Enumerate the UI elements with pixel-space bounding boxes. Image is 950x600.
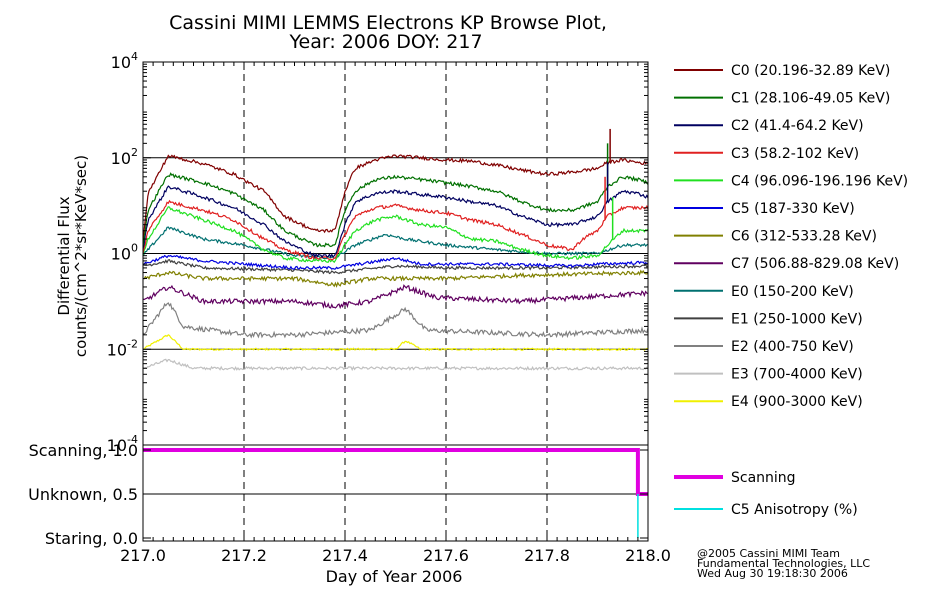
mode-plot-frame (142, 444, 649, 542)
series-line (143, 334, 648, 352)
legend-entry: C5 (187-330 KeV) (731, 201, 855, 217)
chart-title: Cassini MIMI LEMMS Electrons KP Browse P… (169, 12, 607, 34)
y-tick-label: Staring, 0.0 (45, 529, 138, 548)
credit-line-2: Fundamental Technologies, LLC (697, 557, 870, 570)
x-tick-label: 218.0 (625, 546, 671, 565)
series-line (143, 358, 648, 372)
chart-subtitle: Year: 2006 DOY: 217 (288, 31, 482, 53)
legend-entry: E1 (250-1000 KeV) (731, 311, 863, 327)
series-line (143, 269, 648, 288)
y-axis-label: Differential Flux (55, 196, 73, 315)
legend-entry: E4 (900-3000 KeV) (731, 394, 863, 410)
legend-entry: C3 (58.2-102 KeV) (731, 146, 859, 162)
series-line (143, 226, 648, 260)
series-line (143, 254, 648, 270)
y-tick-label: Unknown, 0.5 (28, 485, 138, 504)
x-tick-label: 217.0 (120, 546, 166, 565)
x-tick-label: 217.4 (322, 546, 368, 565)
credit-line-1: @2005 Cassini MIMI Team (697, 547, 840, 560)
flux-legend: C0 (20.196-32.89 KeV) C1 (28.106-49.05 Ke… (674, 63, 908, 410)
y-tick-label: 100 (111, 242, 138, 264)
legend-entry: C6 (312-533.28 KeV) (731, 229, 877, 245)
series-line (143, 185, 648, 259)
series-line (143, 448, 648, 496)
series-line (143, 172, 648, 248)
y-tick-label: 102 (111, 146, 138, 168)
x-tick-label: 217.2 (221, 546, 267, 565)
legend-entry: C7 (506.88-829.08 KeV) (731, 256, 899, 272)
legend-entry: Scanning (731, 470, 796, 486)
legend-entry: E0 (150-200 KeV) (731, 284, 854, 300)
legend-entry: C5 Anisotropy (%) (731, 502, 858, 518)
y-axis-units: counts/(cm^2*sr*KeV*sec) (72, 155, 90, 357)
legend-entry: E3 (700-4000 KeV) (731, 367, 863, 383)
y-tick-label: 10-4 (107, 433, 138, 455)
mode-legend: Scanning C5 Anisotropy (%) (674, 470, 858, 518)
series-line (143, 284, 648, 310)
flux-plot: 10-4 10-2 100 102 104 (107, 50, 649, 541)
series-line (143, 302, 648, 339)
series-line (143, 199, 648, 261)
series-line (143, 206, 648, 264)
series-line (143, 259, 648, 275)
legend-entry: C4 (96.096-196.196 KeV) (731, 173, 908, 189)
credit-line-3: Wed Aug 30 19:18:30 2006 (697, 567, 848, 580)
x-tick-label: 217.6 (423, 546, 469, 565)
legend-entry: C2 (41.4-64.2 KeV) (731, 118, 864, 134)
legend-entry: C1 (28.106-49.05 KeV) (731, 91, 890, 107)
x-axis-label: Day of Year 2006 (326, 567, 463, 586)
legend-entry: E2 (400-750 KeV) (731, 339, 854, 355)
x-tick-label: 217.8 (524, 546, 570, 565)
series-line (143, 154, 648, 238)
legend-entry: C0 (20.196-32.89 KeV) (731, 63, 890, 79)
y-tick-label: 104 (111, 50, 138, 72)
y-tick-label: 10-2 (107, 337, 138, 359)
y-tick-label: Scanning, 1.0 (29, 441, 138, 460)
